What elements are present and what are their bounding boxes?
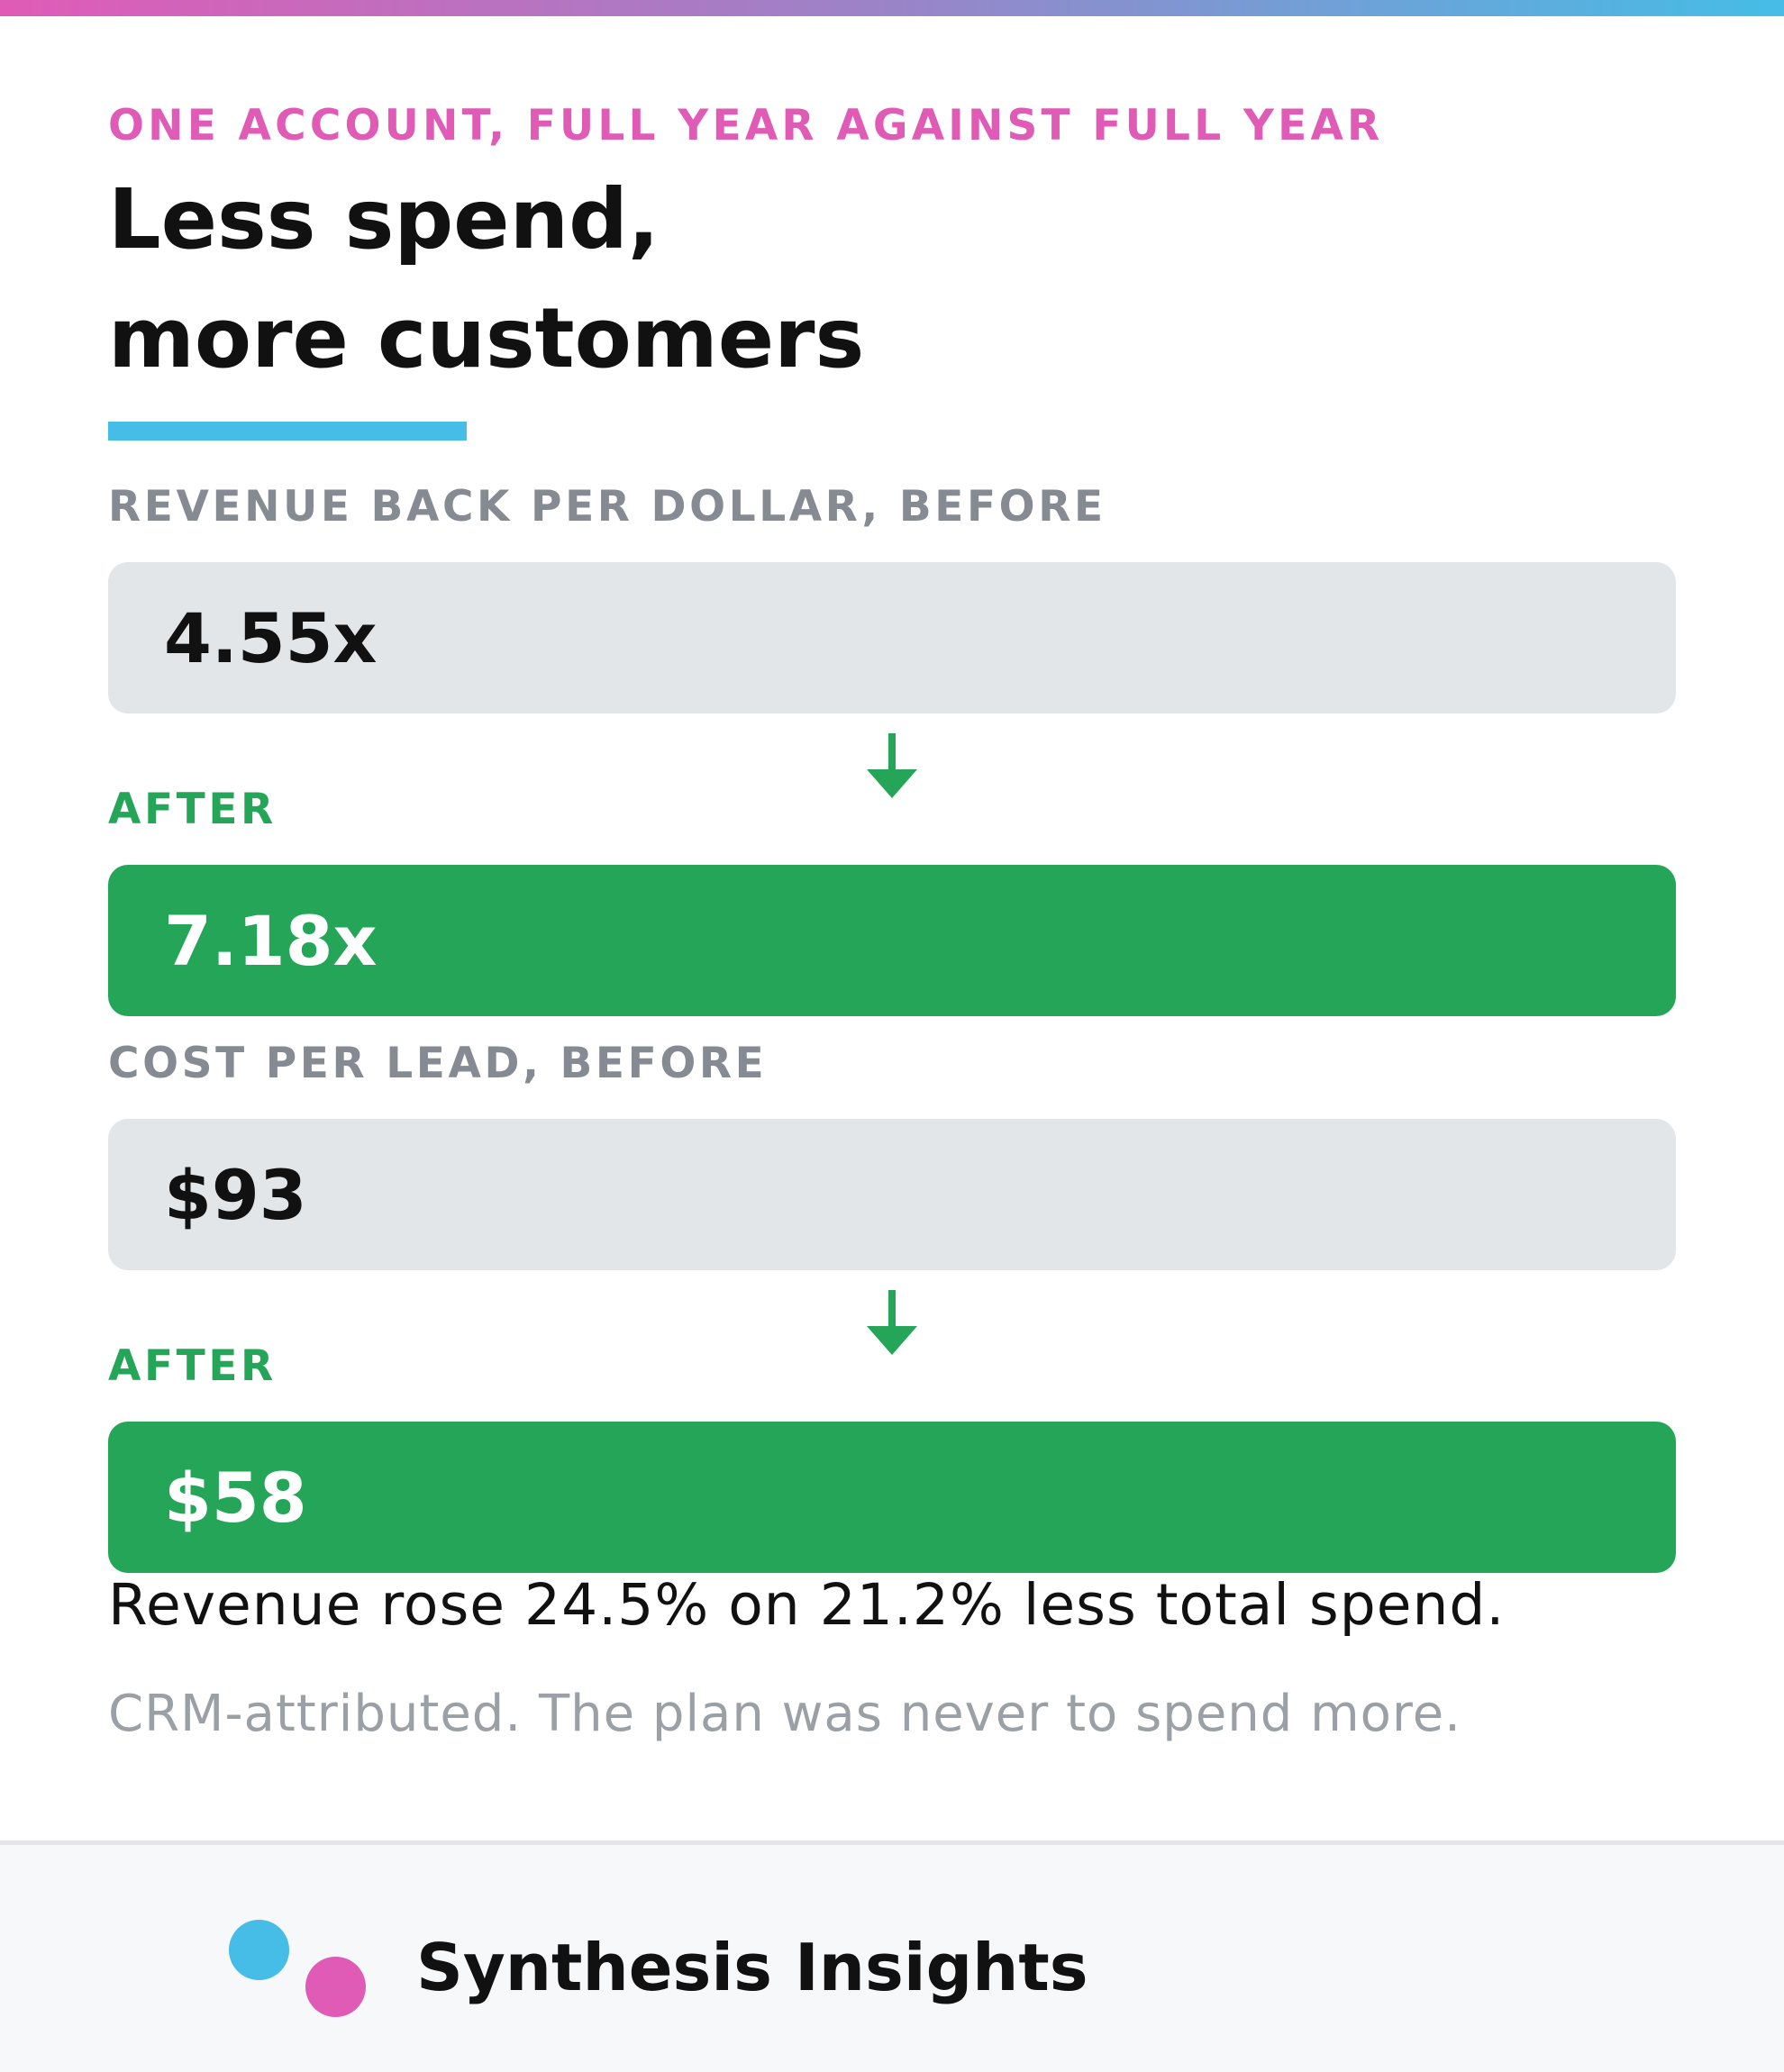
metric-1-after-label: AFTER bbox=[108, 785, 277, 834]
brand-name: Synthesis Insights bbox=[416, 1930, 1088, 2005]
summary-headline: Revenue rose 24.5% on 21.2% less total s… bbox=[108, 1572, 1506, 1638]
metric-1-before-label: REVENUE BACK PER DOLLAR, BEFORE bbox=[108, 482, 1106, 532]
page-title-line-2: more customers bbox=[108, 290, 865, 386]
logo-dot-pink bbox=[305, 1957, 366, 2017]
eyebrow-label: ONE ACCOUNT, FULL YEAR AGAINST FULL YEAR bbox=[108, 101, 1384, 150]
metric-1-after-value: 7.18x bbox=[164, 900, 378, 981]
metric-2-before-label: COST PER LEAD, BEFORE bbox=[108, 1039, 768, 1088]
footer: Synthesis Insights bbox=[0, 1840, 1784, 2072]
metric-2-after-value: $58 bbox=[164, 1457, 307, 1538]
metric-1-before-value: 4.55x bbox=[164, 597, 378, 678]
page-title: Less spend, more customers bbox=[108, 160, 864, 398]
summary-footnote: CRM-attributed. The plan was never to sp… bbox=[108, 1685, 1461, 1743]
page-title-line-1: Less spend, bbox=[108, 171, 660, 268]
metric-2-after-label: AFTER bbox=[108, 1341, 277, 1391]
logo-dot-blue bbox=[229, 1920, 289, 1980]
metric-2-before-value: $93 bbox=[164, 1154, 307, 1235]
metric-2-after-box: $58 bbox=[108, 1422, 1676, 1573]
metric-1-before-box: 4.55x bbox=[108, 562, 1676, 713]
title-accent-line bbox=[108, 422, 467, 441]
metric-2-before-box: $93 bbox=[108, 1119, 1676, 1270]
metric-1-after-box: 7.18x bbox=[108, 865, 1676, 1016]
arrow-down-icon bbox=[867, 733, 917, 798]
top-gradient-bar bbox=[0, 0, 1784, 16]
arrow-down-icon bbox=[867, 1290, 917, 1355]
